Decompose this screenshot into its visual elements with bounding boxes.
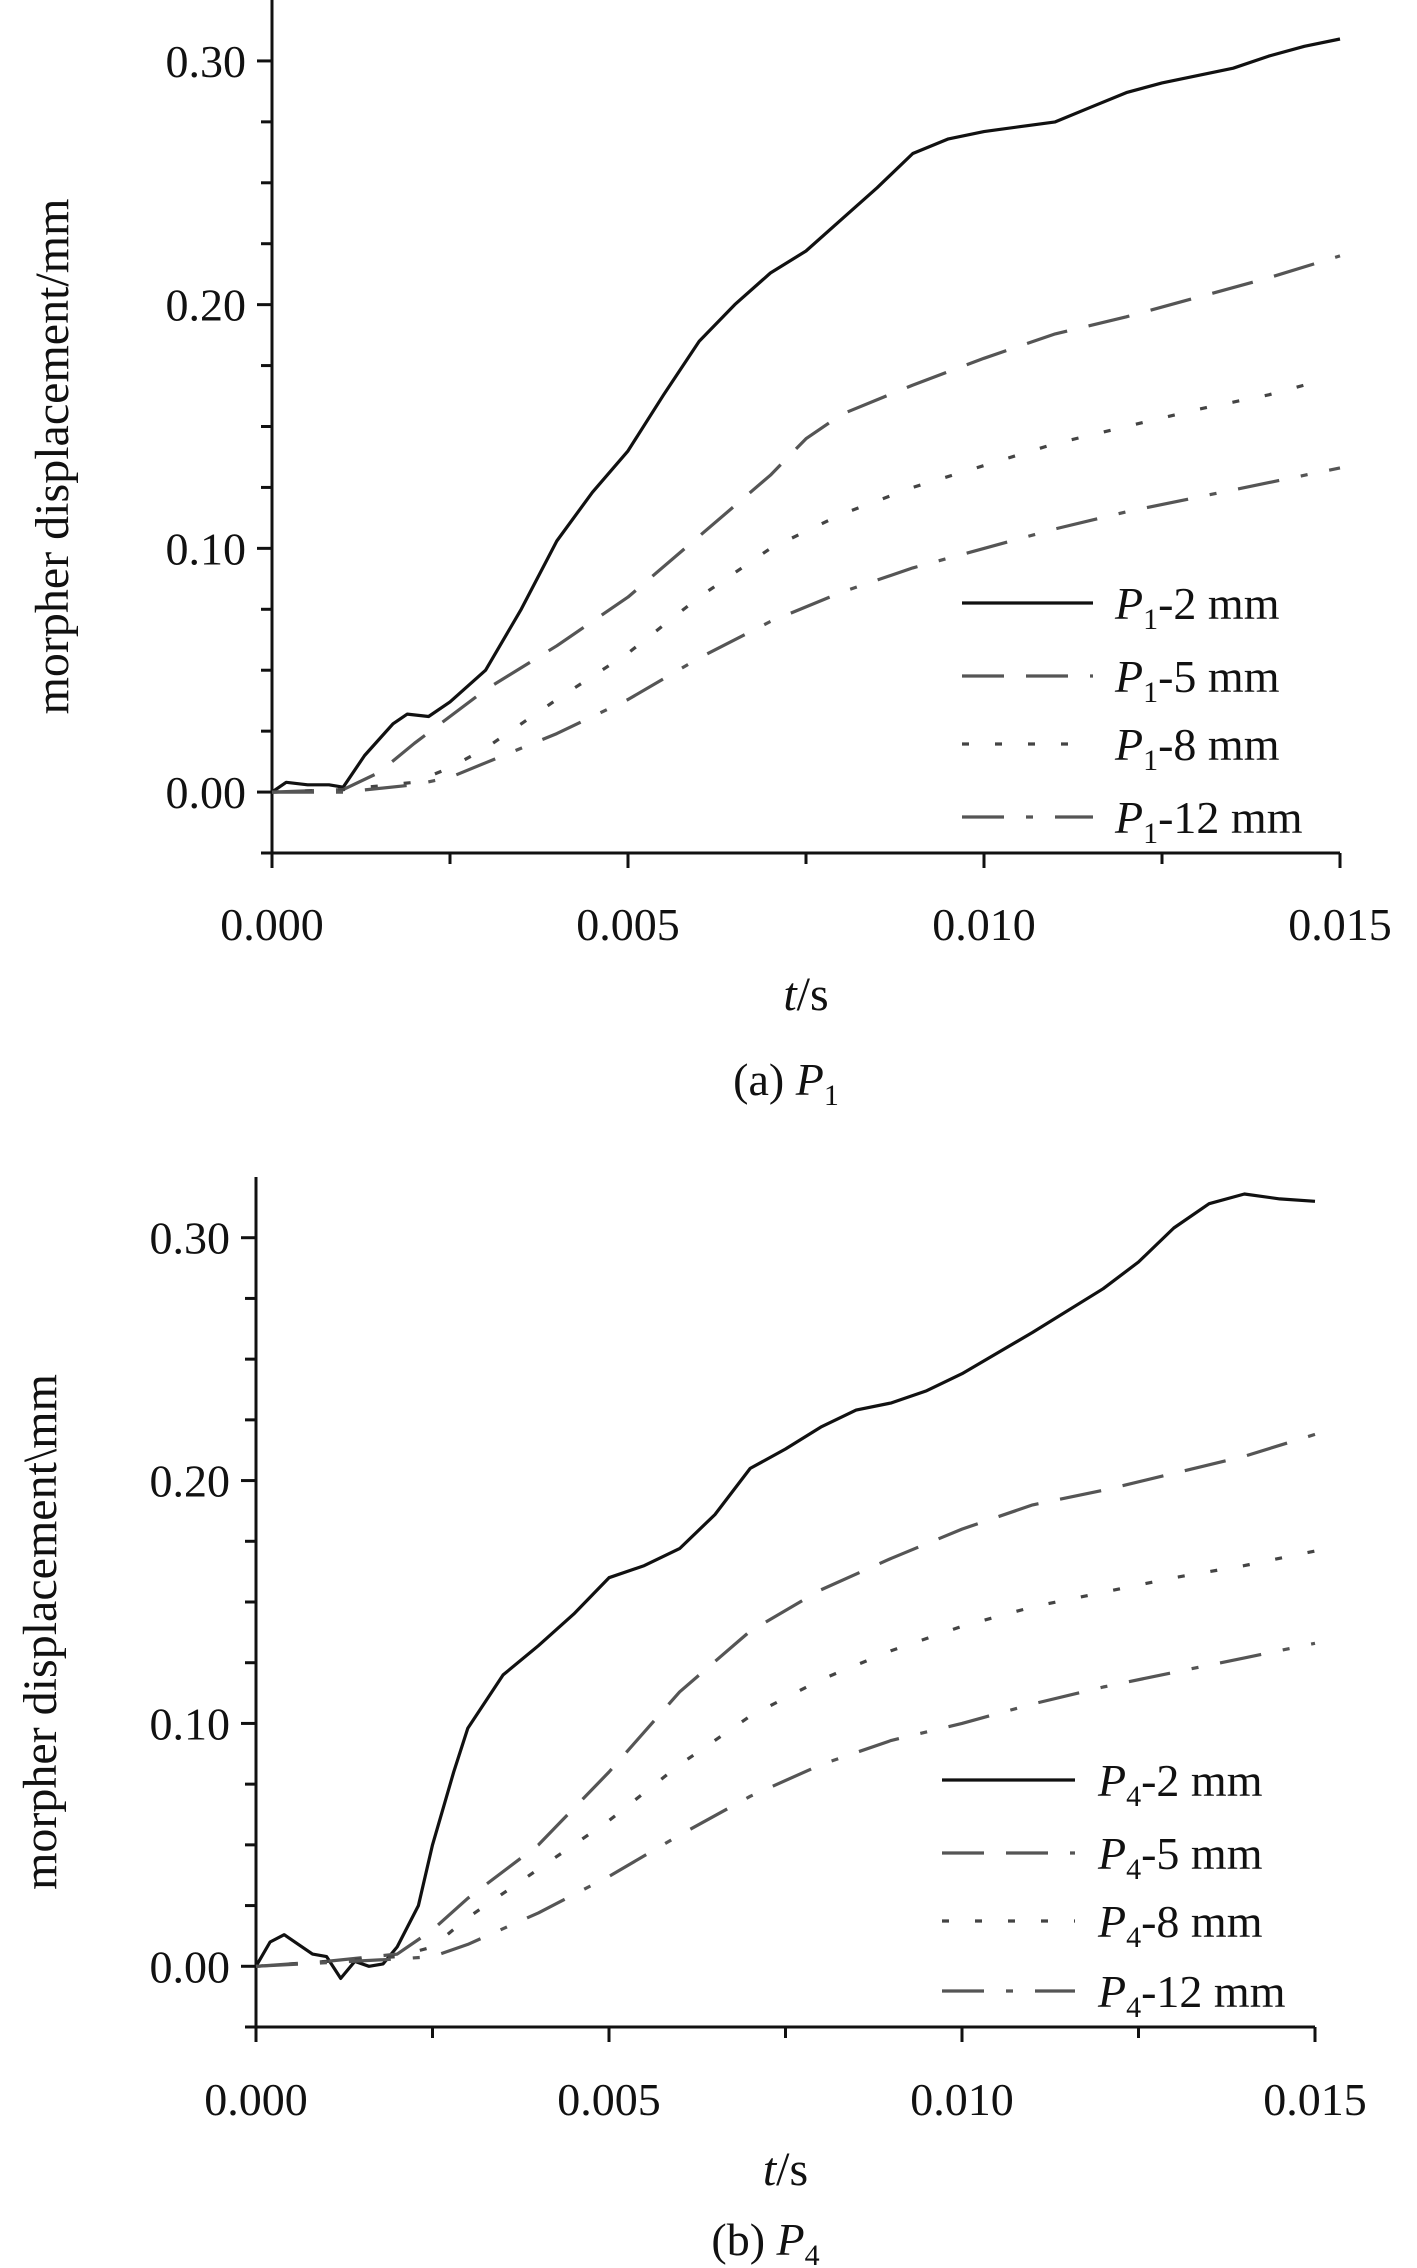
y-tick-label: 0.00: [150, 1941, 231, 1992]
x-axis-unit: /s: [797, 968, 829, 1021]
legend-rest: -5 mm: [1158, 651, 1280, 702]
series-line-5mm: [271, 254, 1341, 794]
legend-subscript: 1: [1143, 676, 1158, 709]
y-tick-label: 0.00: [166, 767, 247, 818]
legend-symbol: P: [1097, 1896, 1126, 1947]
x-axis-title: t/s: [763, 2143, 808, 2196]
series-line-12mm: [272, 466, 1341, 794]
legend-symbol: P: [1097, 1755, 1126, 1806]
legend-symbol: P: [1114, 792, 1143, 843]
y-tick-label: 0.20: [150, 1456, 231, 1507]
legend-rest: -5 mm: [1141, 1828, 1263, 1879]
legend-label: P4-12 mm: [1097, 1966, 1286, 2024]
legend-subscript: 1: [1143, 744, 1158, 777]
series-line-2mm: [271, 37, 1341, 794]
legend-subscript: 4: [1126, 1991, 1141, 2024]
x-tick-label: 0.010: [932, 899, 1036, 950]
caption-subscript: 1: [824, 1079, 839, 1112]
caption-prefix: (a): [733, 1054, 796, 1105]
x-axis-unit: /s: [776, 2143, 808, 2196]
figure-caption: (a) P1: [733, 1054, 839, 1112]
legend-subscript: 4: [1126, 1780, 1141, 1813]
y-axis-title: morpher displacement\mm: [14, 1374, 67, 1890]
legend-label: P4-8 mm: [1097, 1896, 1263, 1954]
legend-subscript: 1: [1143, 603, 1158, 636]
legend-subscript: 4: [1126, 1921, 1141, 1954]
series-line-5mm: [255, 1432, 1316, 1968]
legend-symbol: P: [1114, 719, 1143, 770]
x-tick-label: 0.000: [204, 2074, 308, 2125]
figure-caption: (b) P4: [711, 2214, 819, 2268]
legend-label: P4-5 mm: [1097, 1828, 1263, 1886]
legend-label: P4-2 mm: [1097, 1755, 1263, 1813]
legend-rest: -2 mm: [1158, 578, 1280, 629]
x-tick-label: 0.005: [576, 899, 680, 950]
y-tick-label: 0.20: [166, 280, 247, 331]
legend-rest: -8 mm: [1141, 1896, 1263, 1947]
legend-symbol: P: [1114, 651, 1143, 702]
y-tick-label: 0.10: [150, 1698, 231, 1749]
legend-subscript: 4: [1126, 1853, 1141, 1886]
legend-rest: -12 mm: [1141, 1966, 1286, 2017]
series-line-8mm: [271, 383, 1305, 794]
caption-symbol: P: [776, 2214, 805, 2265]
x-tick-label: 0.000: [220, 899, 324, 950]
x-tick-label: 0.015: [1263, 2074, 1367, 2125]
legend-rest: -8 mm: [1158, 719, 1280, 770]
x-axis-var: t: [763, 2143, 778, 2196]
y-tick-label: 0.10: [166, 523, 247, 574]
x-tick-label: 0.015: [1288, 899, 1392, 950]
x-axis-title: t/s: [783, 968, 828, 1021]
legend-label: P1-12 mm: [1114, 792, 1303, 850]
y-tick-label: 0.30: [150, 1213, 231, 1264]
chart-a: 0.00 0.10 0.20 0.30 0.000 0.005 0.010 0.015 t/s m…: [26, 0, 1392, 1112]
legend-symbol: P: [1097, 1828, 1126, 1879]
series-line-8mm: [255, 1549, 1316, 1968]
legend-label: P1-2 mm: [1114, 578, 1280, 636]
legend-rest: -12 mm: [1158, 792, 1303, 843]
y-tick-label: 0.30: [166, 36, 247, 87]
legend-subscript: 1: [1143, 817, 1158, 850]
x-tick-label: 0.005: [557, 2074, 661, 2125]
legend-rest: -2 mm: [1141, 1755, 1263, 1806]
x-axis-var: t: [783, 968, 798, 1021]
series-line-12mm: [255, 1641, 1316, 1968]
legend-symbol: P: [1114, 578, 1143, 629]
legend-label: P1-5 mm: [1114, 651, 1280, 709]
caption-subscript: 4: [805, 2239, 820, 2268]
y-axis-title: morpher displacement/mm: [26, 199, 79, 715]
caption-prefix: (b): [711, 2214, 776, 2265]
x-tick-label: 0.010: [910, 2074, 1014, 2125]
legend-symbol: P: [1097, 1966, 1126, 2017]
caption-symbol: P: [795, 1054, 824, 1105]
legend-label: P1-8 mm: [1114, 719, 1280, 777]
series-line-2mm: [254, 1192, 1316, 1980]
chart-b: 0.00 0.10 0.20 0.30 0.000 0.005 0.010 0.015 t/s m…: [14, 1177, 1367, 2268]
